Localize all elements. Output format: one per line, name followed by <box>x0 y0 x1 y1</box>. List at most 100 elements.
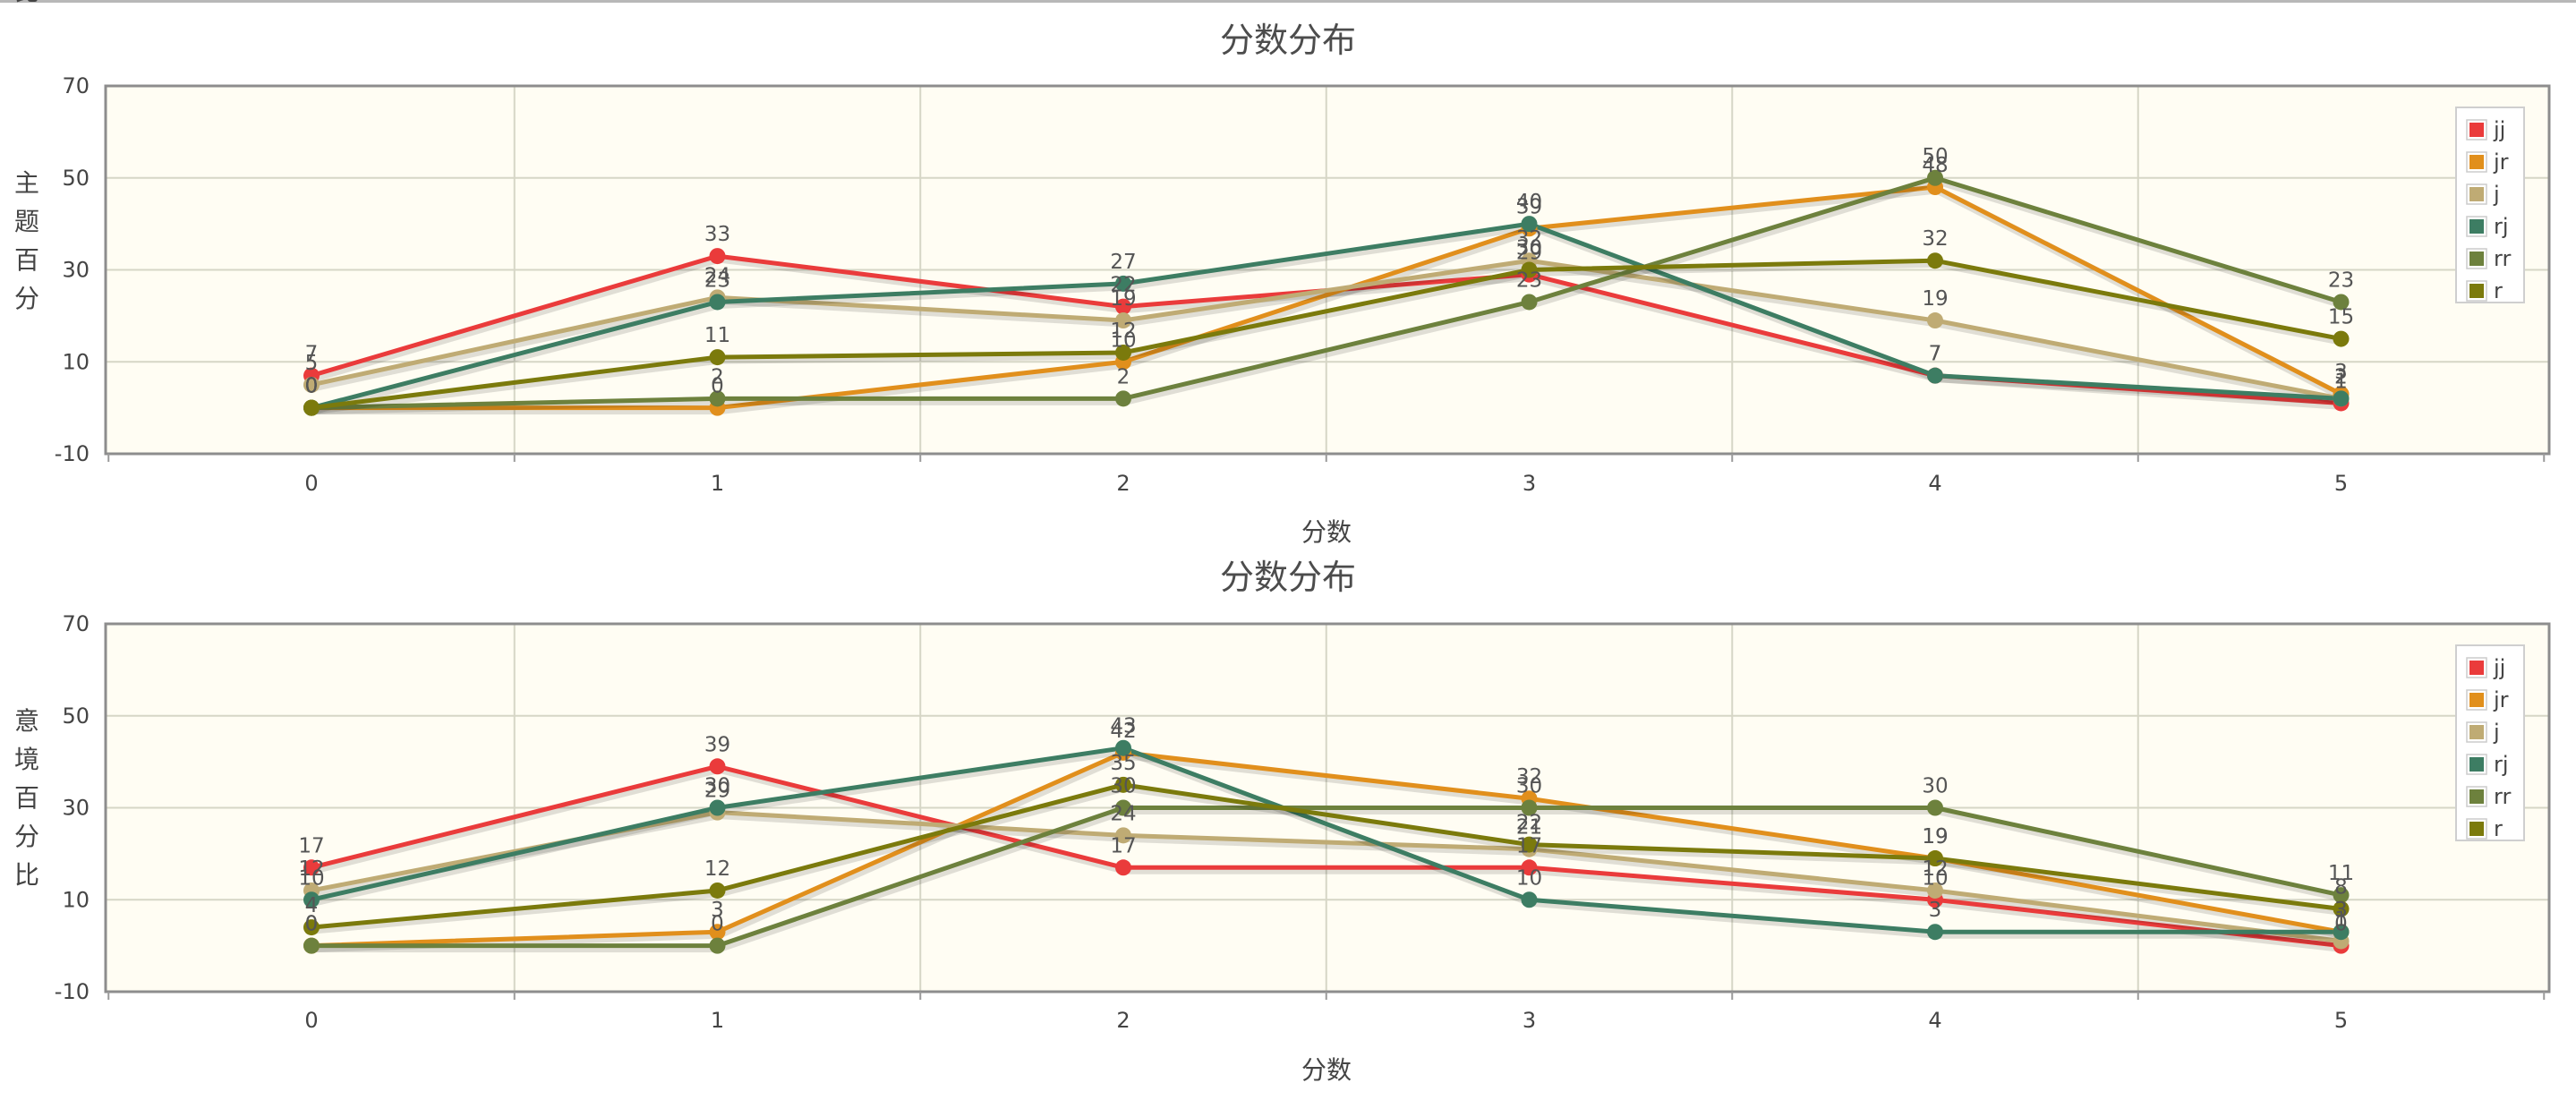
y-axis-label-char: 比 <box>14 0 39 6</box>
x-tick-label: 0 <box>304 471 318 496</box>
y-axis-label-char: 比 <box>14 860 39 890</box>
data-label-j: 19 <box>1110 287 1136 311</box>
data-label-j: 24 <box>704 264 730 287</box>
legend-swatch-j <box>2469 725 2484 739</box>
data-label-jj: 29 <box>1516 242 1542 265</box>
legend-label-rj: rj <box>2494 752 2509 777</box>
x-tick-label: 1 <box>711 1008 724 1033</box>
chart-title: 分数分布 <box>1220 558 1356 597</box>
data-label-jr: 32 <box>1516 765 1542 789</box>
data-point-j <box>1927 312 1943 329</box>
data-point-rj <box>1927 924 1943 941</box>
y-tick-label: 30 <box>62 258 90 283</box>
data-label-rj: 0 <box>305 375 319 398</box>
data-label-jr: 10 <box>1110 328 1136 352</box>
legend-label-jj: jj <box>2493 117 2505 142</box>
data-point-j <box>1115 312 1131 329</box>
data-label-rr: 23 <box>1516 269 1542 292</box>
data-label-j: 1 <box>2334 908 2348 931</box>
data-label-r: 19 <box>1922 825 1948 848</box>
data-label-j: 19 <box>1922 287 1948 311</box>
x-axis-label: 分数 <box>1301 517 1352 547</box>
data-label-j: 24 <box>1110 802 1136 825</box>
data-label-rr: 50 <box>1922 145 1948 168</box>
data-point-rj <box>2333 924 2350 941</box>
data-point-rj <box>709 294 726 311</box>
legend-label-rj: rj <box>2494 214 2509 239</box>
data-label-j: 29 <box>704 780 730 803</box>
data-label-rj: 3 <box>2334 899 2348 922</box>
legend-swatch-rr <box>2469 789 2484 804</box>
y-axis-label-char: 意 <box>14 706 39 736</box>
legend-swatch-rj <box>2469 219 2484 234</box>
data-point-rr <box>2333 294 2350 311</box>
y-tick-label: 10 <box>62 349 90 374</box>
legend-swatch-jr <box>2469 155 2484 169</box>
data-label-rr: 30 <box>1922 775 1948 798</box>
data-label-rr: 23 <box>2328 269 2354 292</box>
data-point-r <box>1927 252 1943 269</box>
data-label-r: 32 <box>1922 227 1948 251</box>
series-line-r <box>311 258 2341 411</box>
data-point-rr <box>1927 169 1943 186</box>
legend-label-j: j <box>2493 720 2500 745</box>
data-label-rj: 43 <box>1110 715 1136 738</box>
series-line-j <box>311 258 2341 401</box>
y-tick-label: 70 <box>62 611 90 636</box>
data-label-jj: 33 <box>704 223 730 246</box>
data-label-j: 5 <box>305 352 319 375</box>
y-tick-label: 50 <box>62 703 90 729</box>
data-label-jr: 0 <box>711 375 724 398</box>
data-label-rr: 2 <box>711 365 724 388</box>
data-label-r: 4 <box>305 894 319 917</box>
data-label-r: 8 <box>2334 876 2348 900</box>
data-point-rr <box>1927 799 1943 816</box>
legend-label-j: j <box>2493 182 2500 207</box>
data-label-jj: 7 <box>1929 343 1942 366</box>
data-point-rr <box>2333 887 2350 904</box>
data-point-jj <box>1115 859 1131 876</box>
data-label-jr: 0 <box>305 913 319 936</box>
data-label-r: 30 <box>1516 237 1542 260</box>
data-point-jj <box>303 859 320 876</box>
data-point-jr <box>709 924 726 941</box>
data-label-r: 0 <box>305 375 319 398</box>
series-shadow-j <box>312 259 2344 405</box>
data-point-rj <box>2333 390 2350 407</box>
data-point-r <box>303 399 320 416</box>
legend-swatch-jj <box>2469 123 2484 137</box>
x-tick-label: 1 <box>711 471 724 496</box>
legend-swatch-jj <box>2469 661 2484 675</box>
data-label-jj: 17 <box>1516 834 1542 857</box>
y-axis-label-char: 分 <box>14 284 39 313</box>
data-point-r <box>1115 344 1131 361</box>
data-point-rr <box>1115 390 1131 407</box>
legend-label-r: r <box>2494 816 2503 841</box>
data-point-r <box>1927 850 1943 867</box>
y-axis-label-char: 分 <box>14 822 39 851</box>
data-label-jj: 7 <box>305 343 319 366</box>
data-label-rj: 3 <box>1929 899 1942 922</box>
y-axis-label-char: 题 <box>14 207 39 236</box>
data-label-j: 2 <box>2334 365 2348 388</box>
data-label-r: 11 <box>704 324 730 347</box>
data-point-r <box>2333 900 2350 917</box>
data-label-r: 12 <box>704 857 730 881</box>
y-tick-label: 10 <box>62 887 90 912</box>
y-tick-label: -10 <box>55 441 90 466</box>
legend-label-rr: rr <box>2494 784 2511 809</box>
data-point-jj <box>709 758 726 775</box>
y-axis-label-char: 主 <box>14 168 39 198</box>
data-point-rr <box>1521 799 1538 816</box>
y-axis-label-char: 百 <box>14 245 39 275</box>
data-point-rr <box>303 937 320 954</box>
data-point-r <box>303 919 320 936</box>
x-tick-label: 3 <box>1523 471 1536 496</box>
series-line-rr <box>311 806 2342 949</box>
legend-swatch-r <box>2469 822 2484 836</box>
legend-label-r: r <box>2494 278 2503 303</box>
data-label-r: 35 <box>1110 752 1136 775</box>
data-point-jj <box>709 248 726 265</box>
